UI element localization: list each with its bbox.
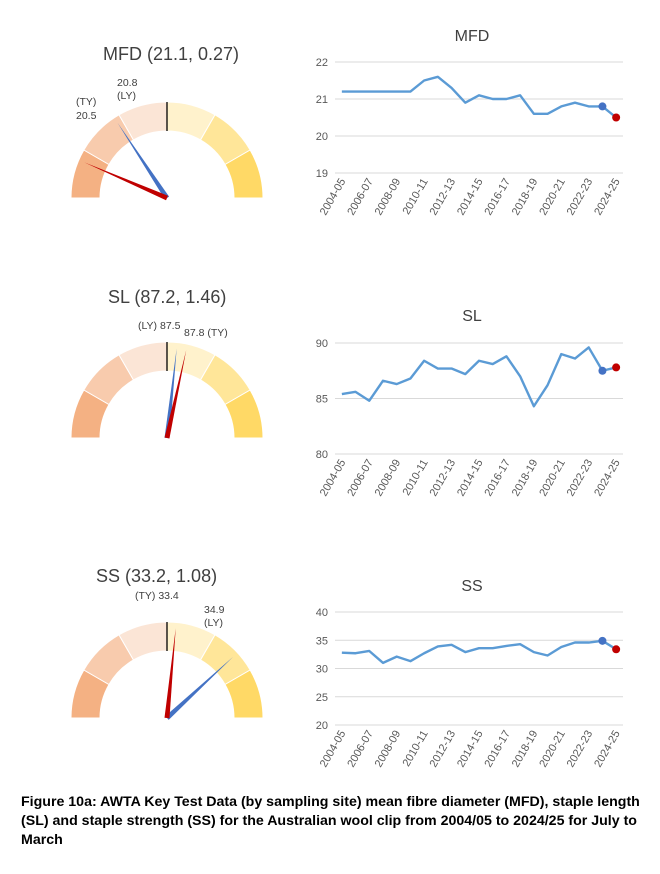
- y-tick-label: 20: [316, 131, 328, 143]
- last-year-marker: [598, 636, 607, 645]
- last-year-needle: [165, 656, 234, 720]
- figure-caption: Figure 10a: AWTA Key Test Data (by sampl…: [21, 794, 640, 848]
- sl-gauge-bands: [70, 341, 264, 439]
- y-tick-label: 21: [316, 94, 328, 106]
- x-tick-label: 2008-09: [373, 729, 404, 770]
- x-tick-label: 2018-19: [510, 458, 541, 499]
- x-tick-label: 2014-15: [455, 458, 486, 499]
- x-tick-label: 2012-13: [428, 458, 459, 499]
- x-tick-label: 2012-13: [428, 729, 459, 770]
- mfd-ty-label-top: (TY): [76, 96, 97, 108]
- this-year-marker: [612, 113, 621, 122]
- x-tick-label: 2010-11: [401, 729, 431, 769]
- ss-ly-label-value: 34.9: [204, 604, 225, 616]
- x-tick-label: 2004-05: [318, 729, 349, 770]
- x-tick-label: 2014-15: [455, 729, 486, 770]
- mfd-chart-plot: 19 20 21 22 2004-052006-072008-092010-112012…: [316, 57, 623, 217]
- x-tick-label: 2006-07: [345, 177, 376, 218]
- x-tick-label: 2004-05: [318, 177, 349, 218]
- series-line: [341, 346, 617, 408]
- mfd-gauge: [70, 101, 264, 201]
- series-line: [341, 639, 617, 665]
- sl-chart-plot: 80 85 90 2004-052006-072008-092010-112012-1…: [316, 338, 623, 498]
- ss-gauge-bands: [70, 621, 264, 720]
- last-year-marker: [598, 102, 607, 111]
- ss-chart-plot: 20253035402004-052006-072008-092010-1120…: [316, 607, 623, 769]
- y-tick-label: 40: [316, 607, 328, 619]
- x-tick-label: 2022-23: [565, 177, 596, 218]
- y-tick-label: 20: [316, 720, 328, 732]
- x-tick-label: 2020-21: [537, 729, 568, 770]
- x-tick-label: 2020-21: [537, 458, 568, 499]
- x-tick-label: 2010-11: [401, 177, 431, 217]
- mfd-gauge-title: MFD (21.1, 0.27): [103, 44, 240, 64]
- y-tick-label: 80: [316, 449, 328, 461]
- x-tick-label: 2018-19: [510, 177, 541, 218]
- y-tick-label: 90: [316, 338, 328, 350]
- this-year-needle: [164, 350, 187, 439]
- x-tick-label: 2006-07: [345, 729, 376, 770]
- x-tick-label: 2014-15: [455, 177, 486, 218]
- ss-chart-title: SS: [461, 578, 482, 595]
- ss-line-chart: SS 20 25 30 35 40 2004-052006-072008-092010-1…: [316, 578, 623, 769]
- last-year-marker: [598, 366, 607, 375]
- this-year-needle: [164, 628, 176, 719]
- x-tick-label: 2018-19: [510, 729, 541, 770]
- series-line: [341, 75, 617, 119]
- gauge-band: [224, 389, 264, 439]
- y-tick-label: 22: [316, 57, 328, 69]
- x-tick-label: 2012-13: [428, 177, 459, 218]
- mfd-ty-label-value: 20.5: [76, 110, 97, 122]
- mfd-chart-title: MFD: [455, 28, 490, 45]
- x-tick-label: 2024-25: [592, 729, 623, 770]
- ss-ty-label: (TY) 33.4: [135, 590, 179, 602]
- x-tick-label: 2016-17: [482, 177, 513, 218]
- y-tick-label: 19: [316, 168, 328, 180]
- sl-ty-label: 87.8 (TY): [184, 327, 228, 339]
- ss-ly-label-tag: (LY): [204, 617, 224, 629]
- x-tick-label: 2016-17: [482, 458, 513, 499]
- last-year-needle: [117, 122, 170, 200]
- y-tick-label: 25: [316, 692, 328, 704]
- sl-chart-title: SL: [462, 308, 482, 325]
- x-tick-label: 2008-09: [373, 458, 404, 499]
- gauge-band: [224, 669, 264, 719]
- sl-ly-label: (LY) 87.5: [138, 320, 181, 332]
- y-tick-label: 30: [316, 664, 328, 676]
- sl-gauge: [70, 341, 264, 439]
- x-tick-label: 2024-25: [592, 177, 623, 218]
- ss-gauge: [70, 621, 264, 720]
- x-tick-label: 2006-07: [345, 458, 376, 499]
- sl-gauge-title: SL (87.2, 1.46): [108, 287, 227, 307]
- y-tick-label: 85: [316, 394, 328, 406]
- x-tick-label: 2024-25: [592, 458, 623, 499]
- gauge-band: [224, 149, 264, 199]
- x-tick-label: 2022-23: [565, 458, 596, 499]
- y-tick-label: 35: [316, 635, 328, 647]
- x-tick-label: 2004-05: [318, 458, 349, 499]
- this-year-marker: [612, 363, 621, 372]
- mfd-gauge-bands: [70, 101, 264, 201]
- last-year-needle: [164, 348, 177, 439]
- x-tick-label: 2020-21: [537, 177, 568, 218]
- mfd-line-chart: MFD 19 20 21 22 2004-052006-072008-092010-11…: [316, 28, 623, 217]
- this-year-needle: [84, 162, 168, 201]
- this-year-marker: [612, 645, 621, 654]
- sl-line-chart: SL 8085902004-052006-072008-092010-11201…: [316, 308, 623, 498]
- mfd-ly-label-tag: (LY): [117, 90, 137, 102]
- x-tick-label: 2010-11: [401, 458, 431, 498]
- x-tick-label: 2008-09: [373, 177, 404, 218]
- ss-gauge-title: SS (33.2, 1.08): [96, 566, 218, 586]
- x-tick-label: 2016-17: [482, 729, 513, 770]
- mfd-ly-label-value: 20.8: [117, 77, 138, 89]
- x-tick-label: 2022-23: [565, 729, 596, 770]
